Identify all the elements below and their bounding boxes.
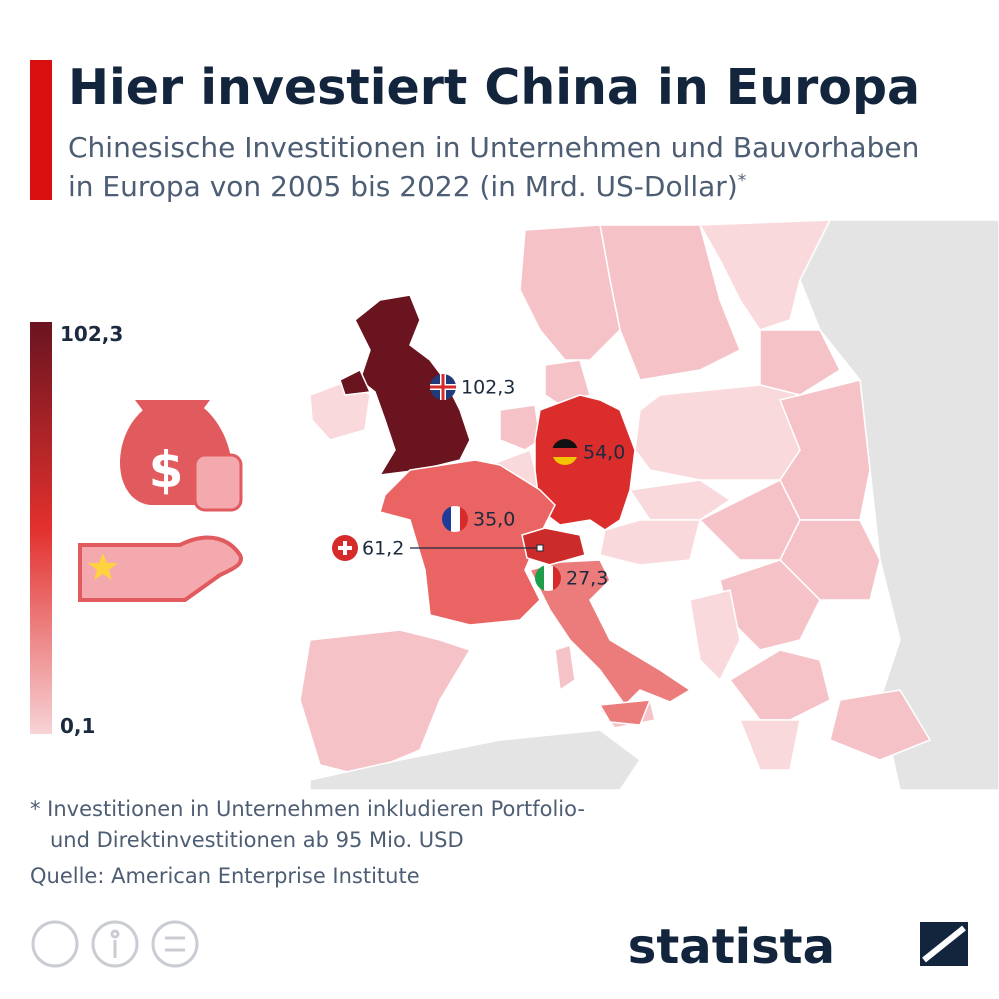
dollar-sign: $ xyxy=(149,441,184,499)
flag-uk xyxy=(430,374,456,400)
value-label: 27,3 xyxy=(566,568,608,590)
region xyxy=(689,589,741,682)
country-area xyxy=(339,368,372,396)
flag-de xyxy=(552,439,578,465)
coins xyxy=(193,453,243,512)
subtitle: in Europa von 2005 bis 2022 (in Mrd. US-… xyxy=(68,170,746,203)
accent-bar xyxy=(30,60,52,200)
country-markers: 102,3 54,0 35,0 61,2 27,3 xyxy=(332,374,625,591)
region xyxy=(728,649,831,721)
hand xyxy=(78,535,243,602)
region xyxy=(499,404,541,451)
scale-max-label: 102,3 xyxy=(60,322,123,346)
brand-logo xyxy=(920,922,968,966)
leader-dot xyxy=(536,544,544,552)
region xyxy=(628,479,732,521)
region xyxy=(829,689,932,761)
license-icons xyxy=(31,920,199,968)
money-bag-neck xyxy=(135,400,210,420)
subtitle: Chinesische Investitionen in Unternehmen… xyxy=(68,131,919,164)
color-scale xyxy=(30,322,52,734)
region xyxy=(738,719,801,771)
country-area xyxy=(534,394,636,531)
country-area xyxy=(521,527,586,566)
region xyxy=(554,644,576,692)
title: Hier investiert China in Europa xyxy=(68,59,920,116)
region xyxy=(519,224,621,361)
region xyxy=(299,629,472,776)
flag-fr xyxy=(442,506,468,532)
value-label: 35,0 xyxy=(473,509,515,531)
brand: statista xyxy=(628,919,835,975)
subtitle-mark: * xyxy=(738,171,747,191)
region xyxy=(759,329,841,396)
region xyxy=(634,384,801,481)
footnote: * Investitionen in Unternehmen inkludier… xyxy=(30,797,585,821)
region xyxy=(599,519,701,566)
legend: 102,3 0,1 xyxy=(30,322,123,738)
country-area xyxy=(528,559,692,707)
value-label: 102,3 xyxy=(461,377,515,399)
value-label: 61,2 xyxy=(362,538,404,560)
flag-it xyxy=(535,565,561,591)
region xyxy=(799,219,999,791)
star xyxy=(88,553,118,580)
map xyxy=(299,219,999,791)
scale-min-label: 0,1 xyxy=(60,714,95,738)
region xyxy=(309,729,642,791)
source: Quelle: American Enterprise Institute xyxy=(30,864,420,888)
subtitle-line: in Europa von 2005 bis 2022 (in Mrd. US-… xyxy=(68,170,738,203)
region xyxy=(698,219,832,331)
flag-ch xyxy=(332,535,358,561)
footnote: und Direktinvestitionen ab 95 Mio. USD xyxy=(50,828,464,852)
money-icon: $ xyxy=(78,400,243,602)
country-area xyxy=(598,699,652,726)
value-label: 54,0 xyxy=(583,442,625,464)
country-area xyxy=(379,459,556,626)
